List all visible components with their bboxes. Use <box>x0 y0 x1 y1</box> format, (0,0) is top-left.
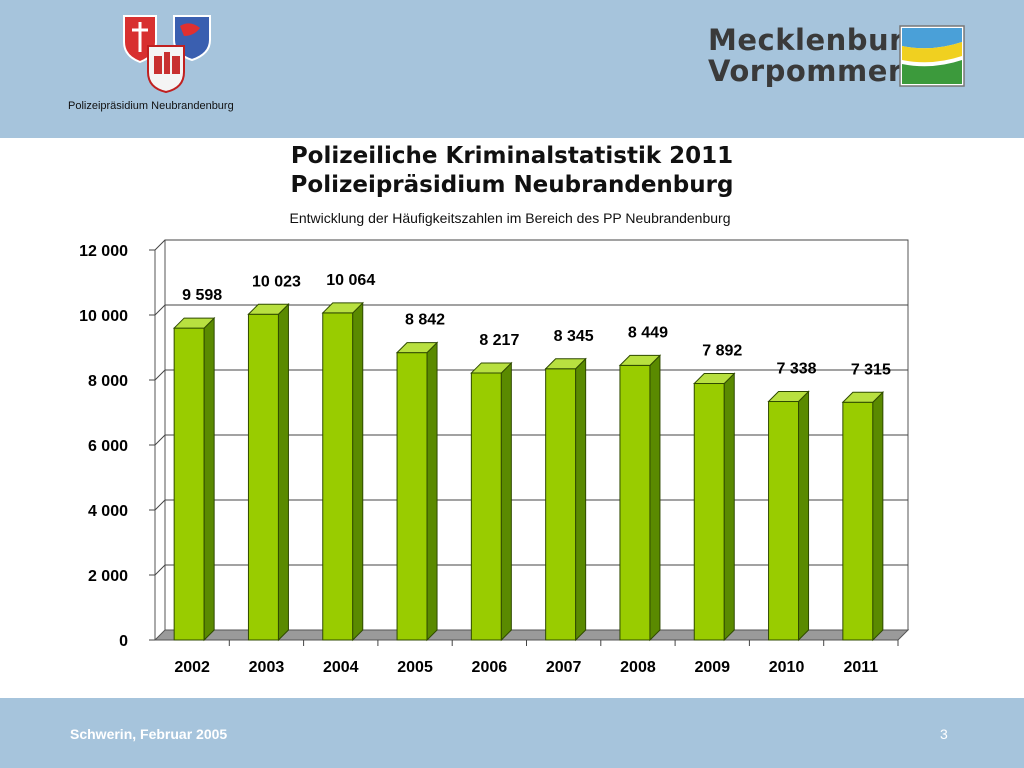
x-tick-label: 2005 <box>397 659 433 676</box>
slide-title-line-1: Polizeiliche Kriminalstatistik 2011 <box>290 143 734 169</box>
x-tick-label: 2004 <box>323 659 359 676</box>
gridline-diagonal <box>154 304 166 316</box>
bar-top <box>841 391 885 403</box>
data-label: 10 023 <box>252 273 301 290</box>
bar-top <box>395 342 439 354</box>
x-tick-label: 2010 <box>769 659 805 676</box>
y-tick-label: 10 000 <box>79 308 128 325</box>
bar-top <box>544 358 587 370</box>
brand-flag-icon <box>899 25 965 87</box>
data-label: 8 842 <box>405 312 445 329</box>
bar-side <box>649 354 661 642</box>
bar-side <box>426 341 438 642</box>
bar-top <box>693 373 736 385</box>
page-number: 3 <box>940 726 948 742</box>
bar-top <box>321 302 364 314</box>
data-label: 8 217 <box>479 332 519 349</box>
bar-side <box>500 361 512 642</box>
x-tick-label: 2009 <box>694 659 730 676</box>
data-label: 7 315 <box>851 361 891 378</box>
bar-side <box>203 316 215 642</box>
data-label: 8 345 <box>554 328 594 345</box>
bar-top <box>470 362 513 374</box>
bar-top <box>767 391 810 403</box>
bar-chart: 0 2 000 4 000 6 000 8 000 10 000 12 000 9 598 20… <box>79 239 910 676</box>
y-tick-label: 8 000 <box>88 373 128 390</box>
data-label: 7 892 <box>702 343 742 360</box>
x-tick-label: 2002 <box>174 659 210 676</box>
data-label: 8 449 <box>628 324 668 341</box>
bar-top <box>172 317 216 329</box>
bar-top <box>247 303 290 315</box>
bar-top <box>618 354 662 366</box>
slide-title-line-2: Polizeipräsidium Neubrandenburg <box>290 172 734 198</box>
x-tick-label: 2007 <box>546 659 582 676</box>
data-label: 9 598 <box>182 287 222 304</box>
brand-line-1: Mecklenburg <box>708 23 926 57</box>
bar-side <box>575 357 587 642</box>
x-tick-label: 2006 <box>472 659 508 676</box>
bar-front <box>470 372 502 641</box>
y-tick-label: 4 000 <box>88 503 128 520</box>
bar-front <box>619 364 651 641</box>
gridline-diagonal <box>154 239 166 251</box>
bar-side <box>723 372 735 642</box>
bar-front <box>247 313 279 641</box>
mecklenburg-vorpommern-logo: Mecklenburg Vorpommern <box>700 22 975 97</box>
x-tick-label: 2003 <box>249 659 285 676</box>
org-label: Polizeipräsidium Neubrandenburg <box>68 100 234 112</box>
bar-side <box>352 301 364 642</box>
bar-front <box>545 368 577 641</box>
data-label: 10 064 <box>326 272 375 289</box>
bar-front <box>396 352 428 641</box>
data-label: 7 338 <box>777 361 817 378</box>
gridline-diagonal <box>154 434 166 446</box>
x-tick-label: 2008 <box>620 659 656 676</box>
gridline-diagonal <box>154 499 166 511</box>
bar-front <box>173 327 205 641</box>
bar-side <box>277 303 289 642</box>
gridline-diagonal <box>154 564 166 576</box>
x-tick-label: 2011 <box>843 659 878 676</box>
bar-side <box>872 391 884 642</box>
footer-band <box>0 698 1024 768</box>
y-tick-label: 6 000 <box>88 438 128 455</box>
bar-side <box>798 390 810 642</box>
footer-date: Schwerin, Februar 2005 <box>70 726 228 742</box>
gridline-diagonal <box>154 369 166 381</box>
coat-of-arms-logo <box>123 15 211 94</box>
bar-front <box>768 401 800 641</box>
brand-line-2: Vorpommern <box>708 54 924 88</box>
y-tick-label: 12 000 <box>79 243 128 260</box>
bar-front <box>322 312 354 641</box>
bar-front <box>842 401 874 641</box>
bar-front <box>693 383 725 641</box>
y-tick-label: 2 000 <box>88 568 128 585</box>
chart-subtitle: Entwicklung der Häufigkeitszahlen im Ber… <box>289 210 731 226</box>
y-tick-label: 0 <box>119 633 128 650</box>
